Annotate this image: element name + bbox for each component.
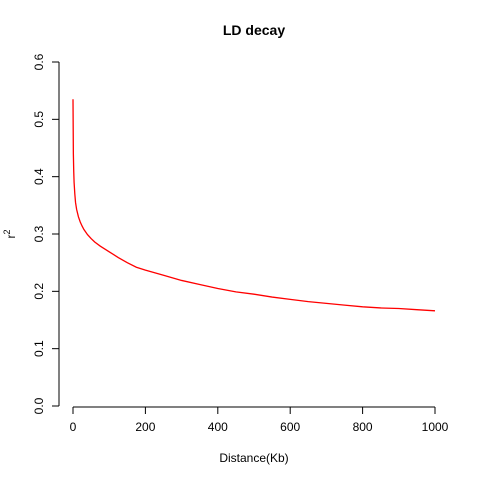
y-axis-label-superscript: 2 [2,229,12,234]
x-tick-label: 200 [135,420,155,434]
y-tick-label: 0.4 [32,168,46,185]
y-tick-label: 0.3 [32,225,46,242]
y-axis-label: r2 [2,229,18,238]
y-tick-label: 0.5 [32,111,46,128]
y-axis-label-group: r2 [2,229,18,238]
y-tick-label: 0.0 [32,397,46,414]
series-line [72,99,436,312]
y-tick-label: 0.2 [32,283,46,300]
chart-title: LD decay [223,22,285,38]
y-axis-ticks: 0.0 0.1 0.2 0.3 0.4 0.5 0.6 [32,53,59,414]
y-axis-label-base: r [4,235,18,239]
x-axis-ticks: 0 200 400 600 800 1000 [70,407,449,434]
x-tick-label: 600 [280,420,300,434]
x-tick-label: 400 [208,420,228,434]
x-tick-label: 800 [353,420,373,434]
y-tick-label: 0.6 [32,53,46,70]
y-tick-label: 0.1 [32,340,46,357]
x-tick-label: 1000 [422,420,449,434]
x-axis-label: Distance(Kb) [219,451,288,465]
x-tick-label: 0 [70,420,77,434]
